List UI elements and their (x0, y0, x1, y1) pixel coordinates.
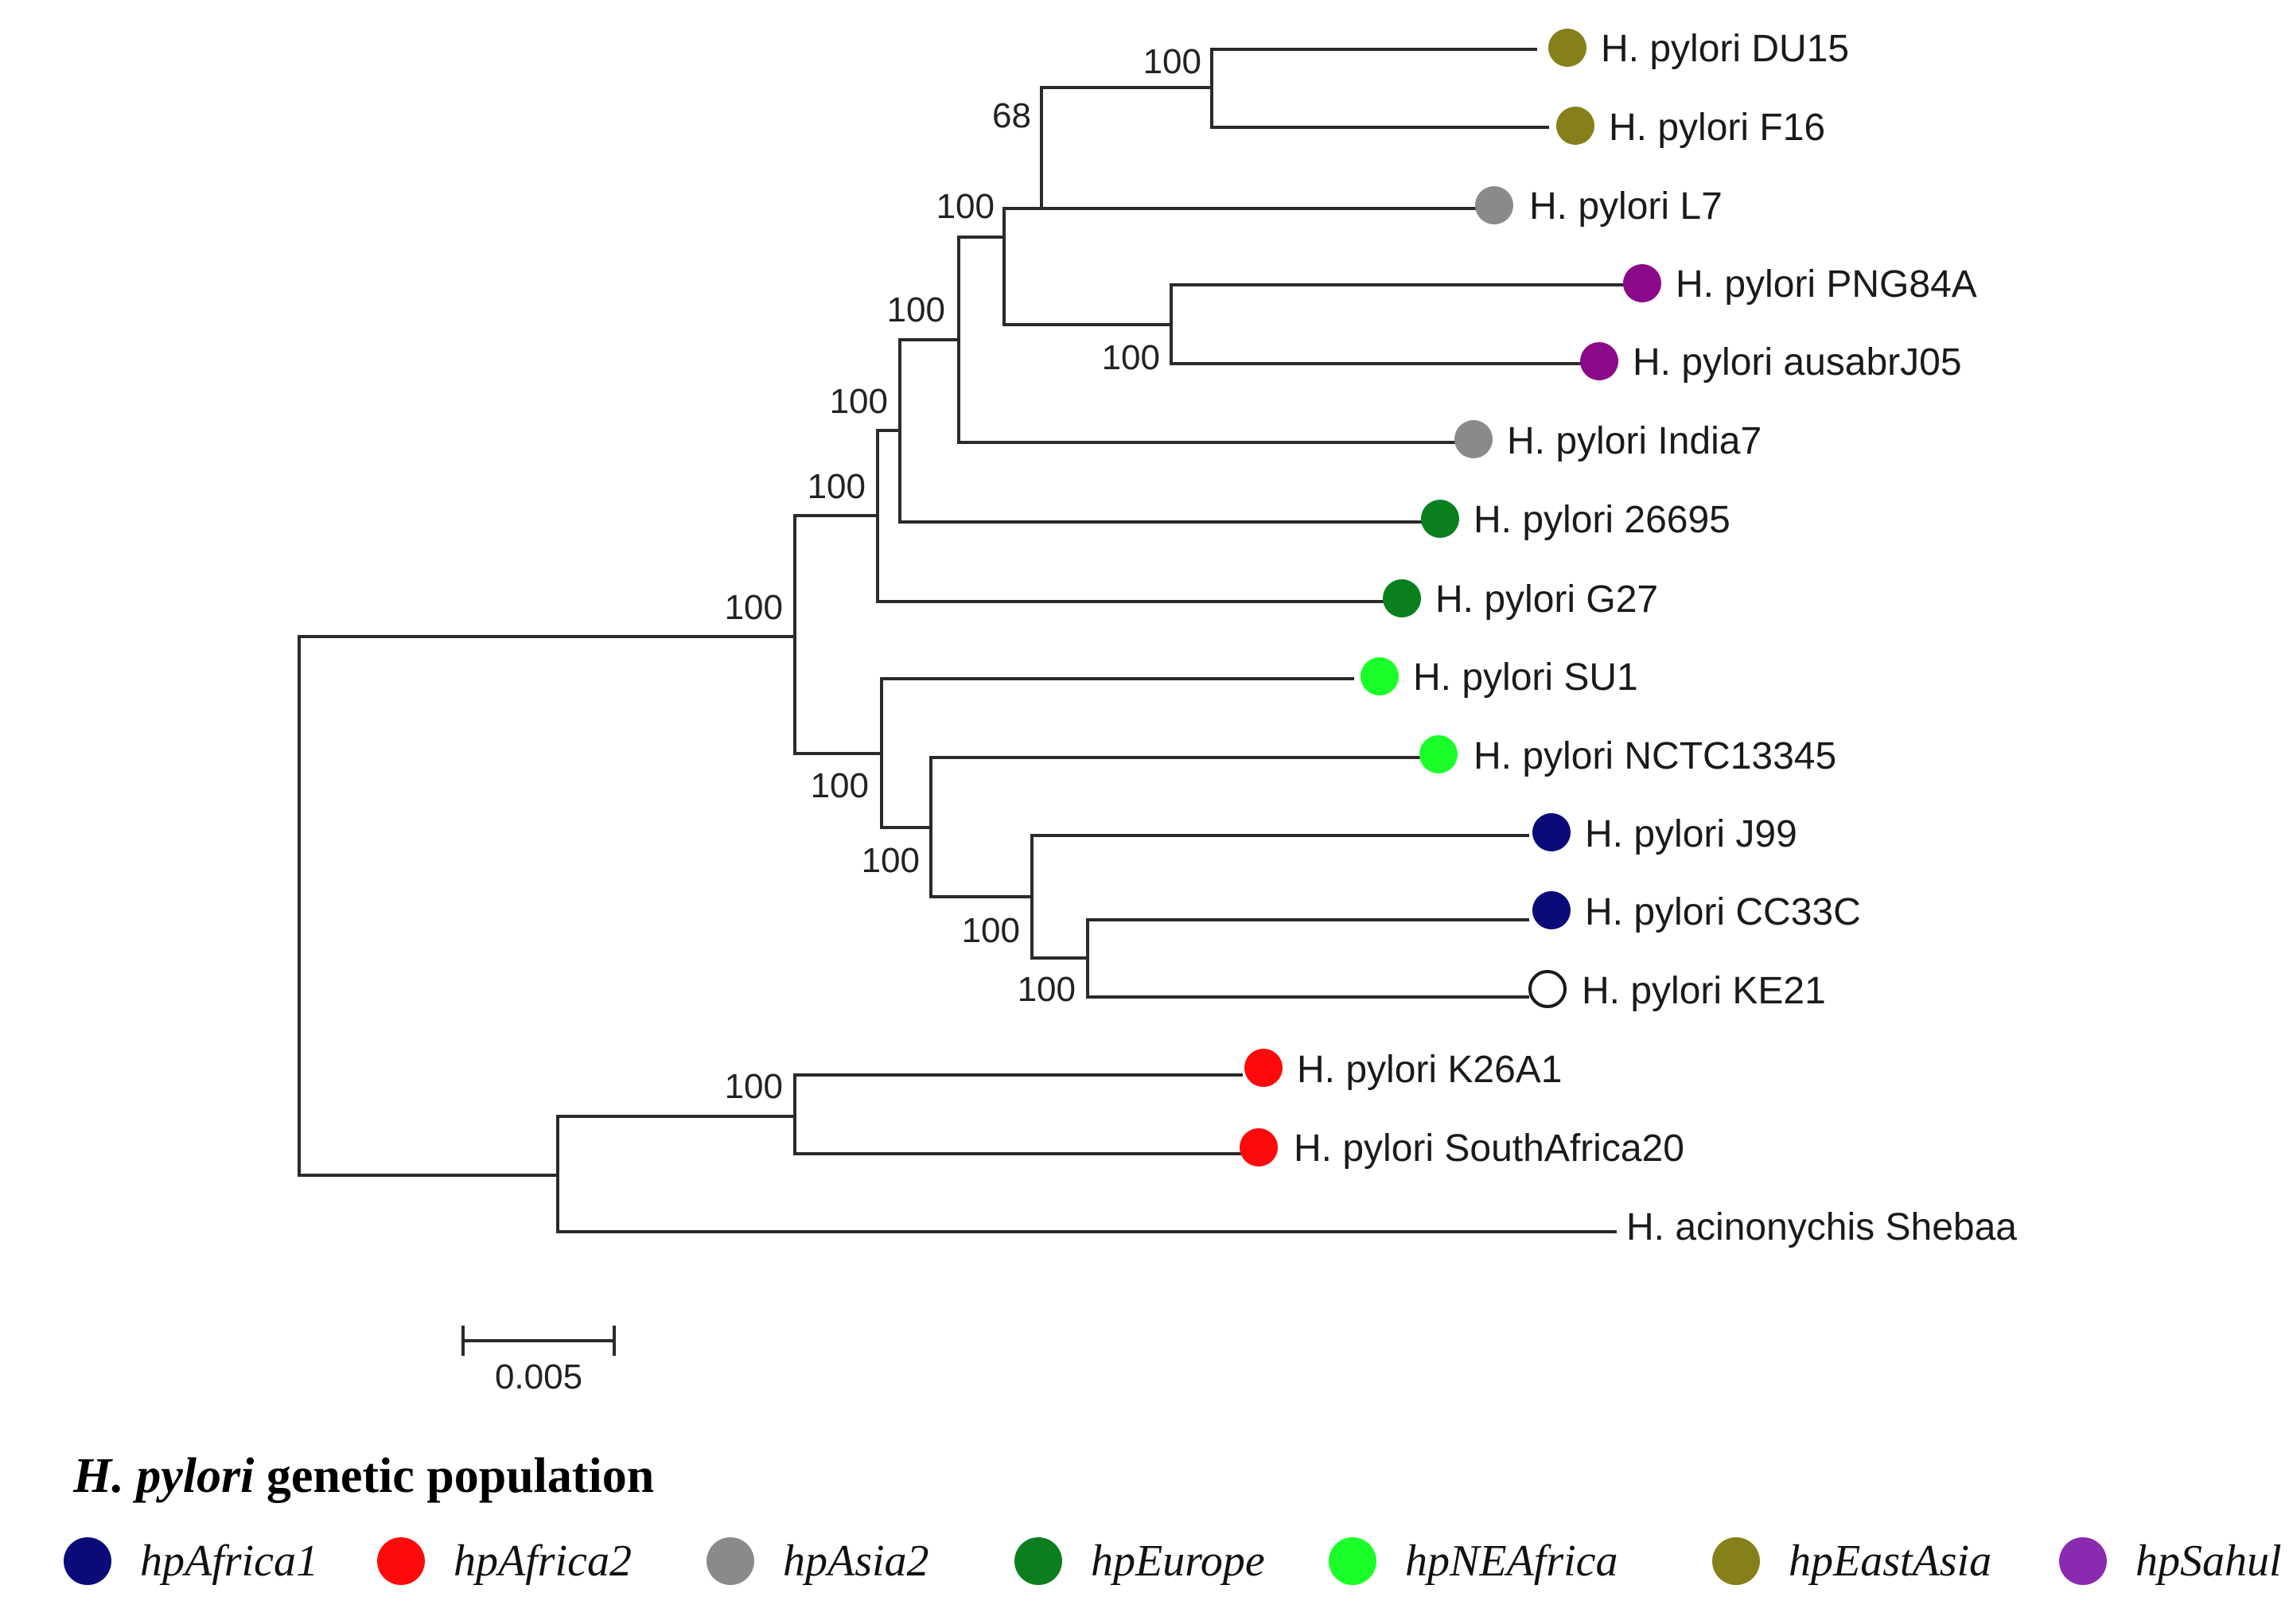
tip-label: H. pylori K26A1 (1297, 1049, 1563, 1091)
tip-marker-india7 (1454, 420, 1493, 458)
tip-marker-g27 (1383, 579, 1421, 617)
legend-swatch (64, 1537, 111, 1585)
bootstrap-label: 100 (1018, 970, 1076, 1009)
tip-label: H. pylori L7 (1529, 185, 1723, 228)
tip-marker-southafrica20 (1240, 1128, 1278, 1166)
bootstrap-label: 100 (887, 290, 945, 329)
legend-swatch (707, 1537, 754, 1585)
bootstrap-label: 100 (862, 841, 920, 880)
tip-marker-cc33c (1532, 891, 1571, 929)
branch-cc33c-ke21 (1086, 918, 1529, 999)
legend-item-hpeastasia: hpEastAsia (1712, 1536, 1991, 1587)
tip-label: H. pylori CC33C (1585, 891, 1861, 933)
bootstrap-label: 100 (725, 1067, 783, 1106)
tip-marker-j99 (1532, 813, 1571, 851)
branch-asia-g27 (876, 429, 1386, 603)
scale-bar (461, 1326, 616, 1356)
legend-swatch (1712, 1537, 1760, 1585)
legend-swatch (1014, 1537, 1062, 1585)
bootstrap-label: 100 (1143, 42, 1201, 81)
branch-asia-clade (1002, 207, 1173, 326)
tip-marker-ke21 (1528, 970, 1567, 1008)
scale-bar-label: 0.005 (495, 1357, 582, 1396)
branch-du15-f16 (1210, 48, 1549, 129)
tip-label: H. acinonychis Shebaa (1626, 1206, 2017, 1248)
tip-label: H. pylori SouthAfrica20 (1294, 1127, 1684, 1170)
tip-label: H. pylori SU1 (1413, 656, 1638, 699)
legend: hpAfrica1 hpAfrica2 hpAsia2 hpEurope hpN… (64, 1536, 2283, 1599)
branch-eastasia-l7 (1040, 86, 1481, 210)
bootstrap-label: 100 (725, 588, 783, 627)
tip-marker-ausabrj05 (1580, 342, 1618, 380)
bootstrap-label: 100 (808, 467, 866, 506)
legend-label: hpEurope (1091, 1536, 1265, 1586)
branch-asia-india7 (957, 236, 1458, 444)
branch-root (298, 635, 796, 1177)
branch-png-ausabr (1170, 283, 1625, 365)
tip-label: H. pylori F16 (1609, 107, 1825, 149)
tip-label: H. pylori G27 (1435, 578, 1658, 621)
branch-nctc-clade (929, 756, 1426, 898)
legend-title: H. pylori genetic population (73, 1448, 654, 1505)
tip-marker-f16 (1556, 107, 1594, 145)
legend-item-hpeurope: hpEurope (1014, 1536, 1265, 1587)
branch-asia-26695 (898, 338, 1426, 524)
tip-marker-su1 (1361, 657, 1399, 695)
tip-marker-l7 (1475, 186, 1513, 224)
legend-swatch (1329, 1537, 1376, 1585)
bootstrap-label: 100 (962, 911, 1020, 950)
legend-label: hpAfrica2 (454, 1536, 632, 1586)
tip-marker-nctc13345 (1419, 735, 1458, 773)
tip-marker-26695 (1421, 500, 1459, 538)
legend-item-hpafrica2: hpAfrica2 (377, 1536, 632, 1587)
branch-su1-clade (880, 677, 1354, 829)
legend-label: hpSahul (2135, 1536, 2282, 1586)
legend-title-text: genetic population (254, 1449, 655, 1503)
branch-top-clade (793, 514, 883, 755)
tip-label: H. pylori DU15 (1601, 28, 1849, 70)
legend-title-species: H. pylori (73, 1449, 255, 1503)
tip-label: H. pylori NCTC13345 (1474, 735, 1836, 777)
tip-label: H. pylori ausabrJ05 (1633, 341, 1962, 384)
tip-label: H. pylori KE21 (1582, 970, 1826, 1012)
legend-item-hpasia2: hpAsia2 (707, 1536, 929, 1587)
tip-label: H. pylori India7 (1507, 420, 1762, 462)
legend-item-hpafrica1: hpAfrica1 (64, 1536, 318, 1587)
legend-label: hpNEAfrica (1405, 1536, 1618, 1586)
bootstrap-label: 100 (830, 382, 888, 421)
tip-marker-du15 (1548, 29, 1586, 67)
tip-marker-k26a1 (1244, 1049, 1283, 1087)
legend-label: hpAsia2 (783, 1536, 929, 1586)
branch-africa1-clade (1030, 834, 1529, 960)
legend-label: hpAfrica1 (140, 1536, 318, 1586)
legend-swatch (2059, 1537, 2107, 1585)
bootstrap-label: 100 (936, 187, 995, 226)
phylogenetic-tree: 100 68 100 100 100 100 100 100 100 100 1… (298, 28, 2017, 1396)
legend-swatch (377, 1537, 425, 1585)
tip-marker-png84a (1623, 264, 1661, 302)
legend-item-hpsahul: hpSahul (2059, 1536, 2282, 1587)
bootstrap-label: 100 (1102, 338, 1160, 377)
bootstrap-label: 68 (992, 96, 1031, 135)
tip-label: H. pylori 26695 (1474, 499, 1730, 541)
legend-label: hpEastAsia (1789, 1536, 1992, 1586)
legend-item-hpneafrica: hpNEAfrica (1329, 1536, 1618, 1587)
bootstrap-label: 100 (811, 766, 869, 805)
tip-label: H. pylori PNG84A (1676, 263, 1977, 306)
branch-africa2-clade (793, 1073, 1243, 1155)
tip-label: H. pylori J99 (1585, 813, 1797, 855)
